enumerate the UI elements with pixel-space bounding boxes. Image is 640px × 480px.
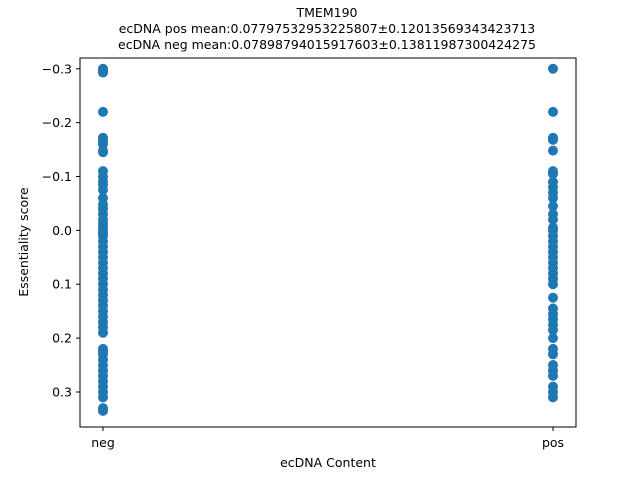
x-tick-label-pos: pos: [542, 435, 564, 450]
plot-frame: [79, 57, 577, 428]
point-pos-34: [548, 349, 558, 360]
y-tick-label: 0.2: [52, 331, 72, 346]
point-pos-3: [548, 134, 558, 145]
x-tick-label-neg: neg: [91, 435, 115, 450]
point-pos-31: [548, 325, 558, 336]
y-axis-label: Essentiality score: [16, 187, 31, 297]
x-axis-label: ecDNA Content: [280, 455, 376, 470]
point-pos-0: [548, 63, 558, 74]
point-neg-10: [98, 147, 108, 158]
y-tick-label: 0.0: [52, 223, 72, 238]
chart-subtitle-pos: ecDNA pos mean:0.07797532953225807±0.120…: [119, 21, 536, 36]
point-pos-4: [548, 145, 558, 156]
x-axis: neg pos: [91, 427, 564, 450]
point-pos-26: [548, 292, 558, 303]
point-pos-37: [548, 370, 558, 381]
point-pos-25: [548, 279, 558, 290]
chart-title: TMEM190: [296, 5, 358, 20]
y-tick-label: −0.2: [42, 115, 72, 130]
point-pos-32: [548, 333, 558, 344]
chart-subtitle-neg: ecDNA neg mean:0.07898794015917603±0.138…: [118, 37, 536, 52]
point-neg-43: [98, 327, 108, 338]
data-points: [98, 63, 558, 416]
point-neg-4: [98, 106, 108, 117]
y-tick-label: −0.3: [42, 61, 72, 76]
y-tick-label: 0.1: [52, 277, 72, 292]
point-neg-3: [98, 67, 108, 78]
point-neg-54: [98, 392, 108, 403]
y-tick-label: 0.3: [52, 384, 72, 399]
point-pos-40: [548, 392, 558, 403]
y-tick-label: −0.1: [42, 169, 72, 184]
point-pos-13: [548, 214, 558, 225]
point-pos-10: [548, 193, 558, 204]
point-neg-15: [98, 184, 108, 195]
point-pos-11: [548, 201, 558, 212]
y-axis: −0.3 −0.2 −0.1 0.0 0.1 0.2 0.3: [42, 61, 80, 399]
point-pos-1: [548, 106, 558, 117]
point-pos-6: [548, 168, 558, 179]
point-neg-56: [98, 405, 108, 416]
